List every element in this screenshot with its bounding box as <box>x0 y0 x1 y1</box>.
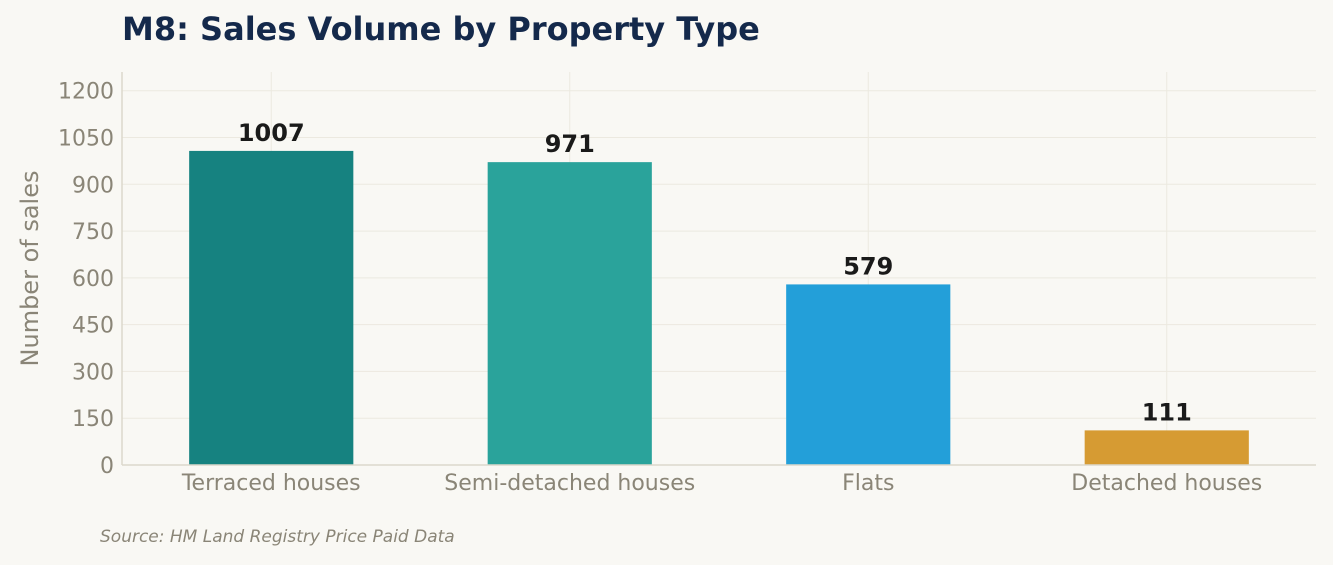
y-tick-label: 600 <box>72 267 114 292</box>
value-labels: 1007 971 579 111 <box>238 119 1192 426</box>
y-tick-label: 1200 <box>58 80 114 105</box>
value-label: 579 <box>843 252 893 280</box>
y-tick-label: 750 <box>72 220 114 245</box>
bar <box>786 284 951 465</box>
value-label: 1007 <box>238 119 305 147</box>
bar <box>189 150 354 465</box>
y-axis-label: Number of sales <box>16 171 44 367</box>
bars <box>189 150 1249 465</box>
y-tick-labels: 0 150 300 450 600 750 900 1050 1200 <box>58 80 114 479</box>
chart-title: M8: Sales Volume by Property Type <box>122 10 760 48</box>
bar-chart: 0 150 300 450 600 750 900 1050 1200 Terraced hou… <box>16 72 1316 496</box>
y-tick-label: 450 <box>72 314 114 339</box>
y-tick-label: 900 <box>72 173 114 198</box>
x-tick-label: Detached houses <box>1071 471 1262 496</box>
x-tick-label: Semi-detached houses <box>444 471 695 496</box>
y-tick-label: 0 <box>100 454 114 479</box>
source-note: Source: HM Land Registry Price Paid Data <box>100 527 455 547</box>
y-tick-label: 300 <box>72 360 114 385</box>
value-label: 111 <box>1142 398 1192 426</box>
bar <box>1084 430 1249 465</box>
value-label: 971 <box>545 130 595 158</box>
x-tick-labels: Terraced houses Semi-detached houses Flats… <box>181 471 1262 496</box>
bar <box>487 162 652 465</box>
y-tick-label: 150 <box>72 407 114 432</box>
x-tick-label: Terraced houses <box>181 471 361 496</box>
x-tick-label: Flats <box>842 471 894 496</box>
y-tick-label: 1050 <box>58 127 114 152</box>
